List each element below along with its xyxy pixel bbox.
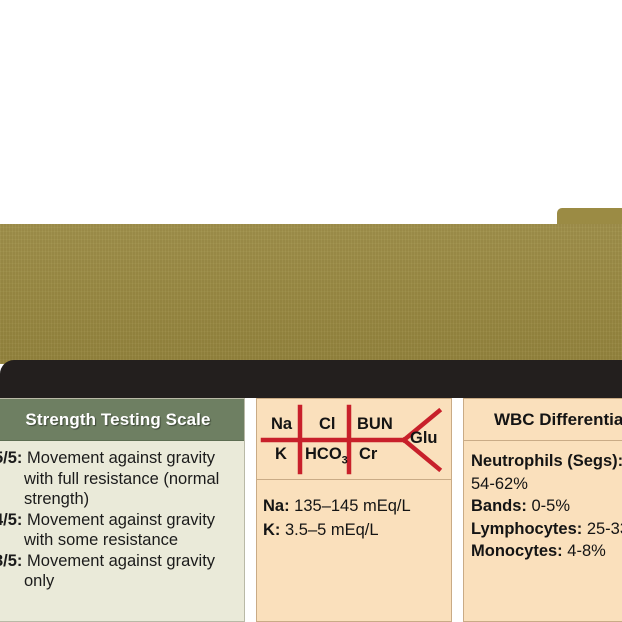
wbc-card-header: WBC Differential bbox=[464, 399, 622, 441]
reference-card-row: Strength Testing Scale 5/5: Movement aga… bbox=[0, 398, 622, 622]
wbc-row: Monocytes: 4-8% bbox=[471, 540, 622, 563]
olive-band-tab bbox=[557, 208, 622, 226]
fishbone-label-bun: BUN bbox=[357, 415, 393, 433]
dark-shadow-band bbox=[0, 360, 622, 398]
lab-analyte-label: Na: bbox=[263, 497, 290, 515]
wbc-cell-label: Bands: bbox=[471, 497, 527, 515]
wbc-cell-value: 54-62% bbox=[471, 474, 528, 493]
wbc-cell-value: 0-5% bbox=[526, 497, 571, 515]
wbc-differential-card: WBC Differential Neutrophils (Segs): 54-… bbox=[463, 398, 622, 622]
fishbone-icon bbox=[260, 404, 443, 475]
strength-level-label: 4/5: bbox=[0, 510, 23, 529]
fishbone-label-hco3-sub: 3 bbox=[341, 454, 348, 467]
strength-level-text: Movement against gravity only bbox=[22, 551, 220, 591]
fishbone-label-cl: Cl bbox=[319, 415, 336, 433]
wbc-card-title: WBC Differential bbox=[493, 409, 622, 429]
olive-cover-band bbox=[0, 224, 622, 364]
page-top-whitespace bbox=[0, 0, 622, 208]
fishbone-label-k: K bbox=[275, 445, 287, 463]
strength-card-title: Strength Testing Scale bbox=[25, 409, 211, 429]
wbc-cell-label: Neutrophils (Segs): bbox=[471, 452, 622, 470]
wbc-row: Lymphocytes: 25-33% bbox=[471, 518, 622, 541]
wbc-cell-value: 4-8% bbox=[562, 542, 606, 560]
fishbone-label-na: Na bbox=[271, 415, 293, 433]
strength-level-text: Movement against gravity with full resis… bbox=[22, 449, 224, 508]
strength-testing-scale-card: Strength Testing Scale 5/5: Movement aga… bbox=[0, 398, 245, 622]
strength-card-body: 5/5: Movement against gravity with full … bbox=[0, 441, 244, 592]
strength-scale-item: 4/5: Movement against gravity with some … bbox=[0, 510, 238, 551]
wbc-cell-label: Lymphocytes: bbox=[471, 519, 583, 538]
lab-analyte-range: 3.5–5 mEq/L bbox=[280, 521, 379, 539]
lab-analyte-label: K: bbox=[263, 521, 281, 539]
strength-level-text: Movement against gravity with some resis… bbox=[22, 510, 220, 550]
fishbone-label-hco3-text: HCO bbox=[305, 445, 342, 463]
strength-level-label: 5/5: bbox=[0, 449, 23, 467]
strength-level-label: 3/5: bbox=[0, 551, 23, 570]
fishbone-diagram: Na K Cl HCO3 BUN Cr Glu bbox=[257, 399, 451, 480]
strength-scale-item: 5/5: Movement against gravity with full … bbox=[0, 448, 238, 510]
strength-card-header: Strength Testing Scale bbox=[0, 399, 244, 441]
fishbone-label-glu: Glu bbox=[410, 429, 438, 447]
lab-value-row: K: 3.5–5 mEq/L bbox=[263, 518, 451, 542]
strength-scale-item: 3/5: Movement against gravity only bbox=[0, 551, 238, 592]
wbc-card-body: Neutrophils (Segs): 54-62% Bands: 0-5% L… bbox=[464, 441, 622, 563]
lab-value-row: Na: 135–145 mEq/L bbox=[263, 494, 451, 518]
wbc-cell-value: 25-33% bbox=[586, 519, 622, 538]
wbc-cell-label: Monocytes: bbox=[471, 542, 563, 560]
fishbone-label-cr: Cr bbox=[359, 445, 378, 463]
wbc-row: 54-62% bbox=[471, 473, 622, 496]
wbc-row: Bands: 0-5% bbox=[471, 495, 622, 518]
wbc-row: Neutrophils (Segs): bbox=[471, 450, 622, 473]
lab-analyte-range: 135–145 mEq/L bbox=[289, 497, 411, 515]
fishbone-label-hco3: HCO3 bbox=[305, 445, 348, 466]
lab-values-list: Na: 135–145 mEq/L K: 3.5–5 mEq/L bbox=[257, 480, 451, 542]
lab-values-card: Na K Cl HCO3 BUN Cr Glu Na: 135–145 mEq/… bbox=[256, 398, 452, 622]
